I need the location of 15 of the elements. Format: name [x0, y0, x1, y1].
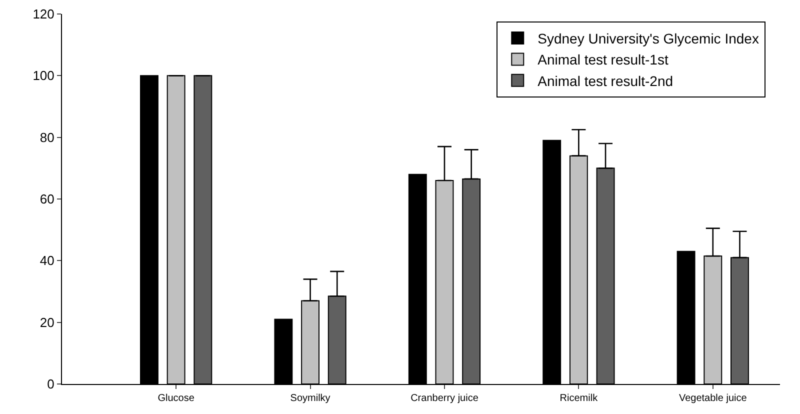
- x-tick-label: Ricemilk: [560, 393, 599, 404]
- x-tick-label: Soymilky: [290, 393, 330, 404]
- legend-label: Sydney University's Glycemic Index: [538, 30, 759, 46]
- y-tick-label: 80: [40, 130, 54, 145]
- legend-label: Animal test result-2nd: [538, 72, 674, 89]
- y-tick-label: 60: [40, 192, 54, 207]
- y-tick-label: 0: [47, 376, 54, 392]
- x-tick-label: Cranberry juice: [410, 393, 479, 404]
- y-tick-label: 120: [32, 6, 54, 22]
- y-tick-label: 40: [40, 253, 54, 268]
- x-tick-label: Glucose: [158, 393, 195, 404]
- y-tick-label: 20: [40, 314, 54, 330]
- y-tick-label: 100: [32, 68, 54, 84]
- x-tick-label: Vegetable juice: [678, 393, 748, 404]
- legend-label: Animal test result-1st: [538, 52, 668, 68]
